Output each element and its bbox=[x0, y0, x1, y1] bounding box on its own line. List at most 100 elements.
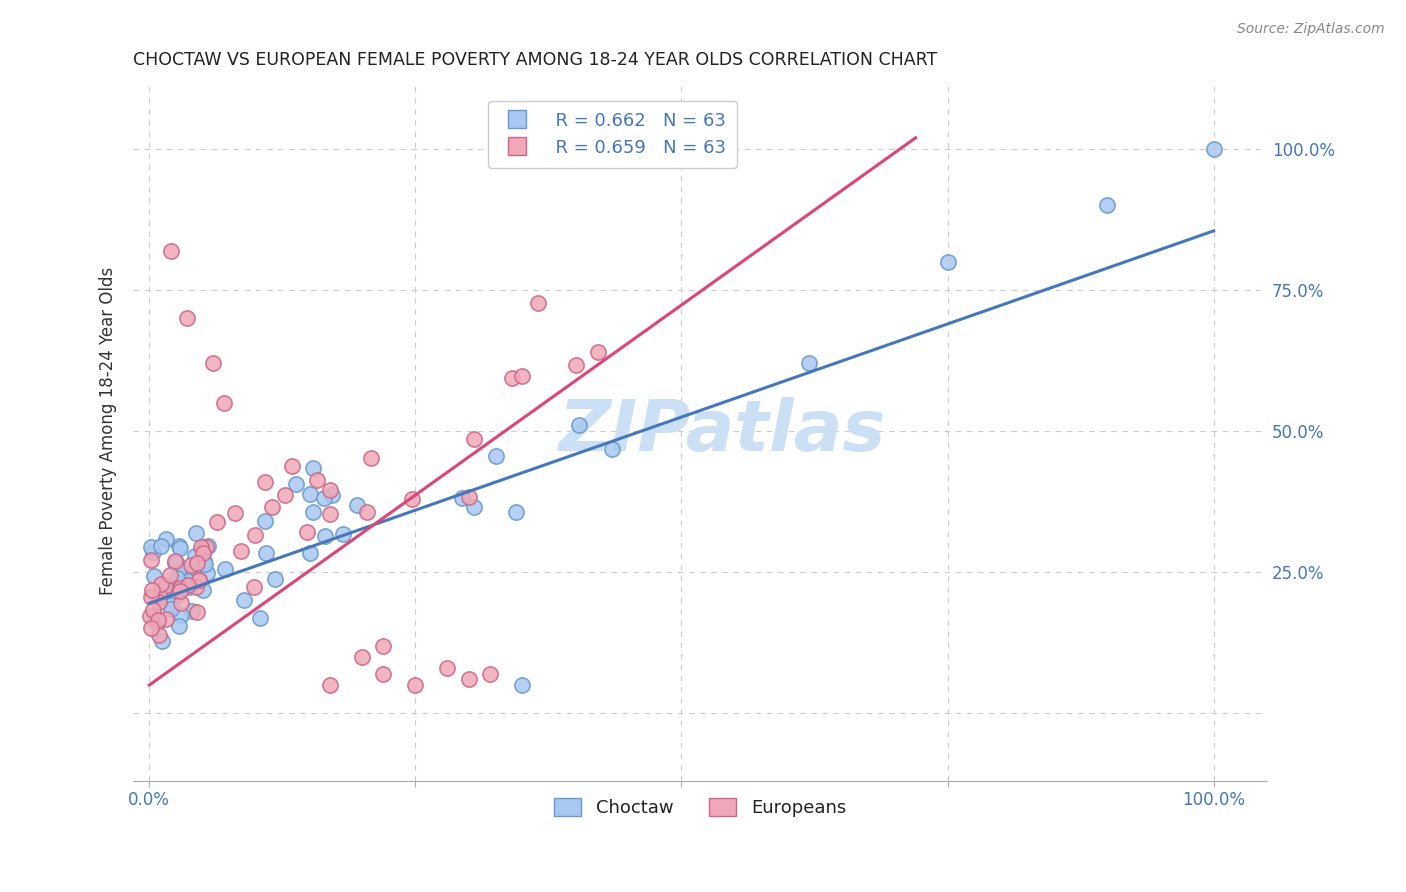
Point bbox=[184, 549, 207, 564]
Point bbox=[332, 527, 354, 541]
Y-axis label: Female Poverty Among 18-24 Year Olds: Female Poverty Among 18-24 Year Olds bbox=[100, 267, 117, 595]
Point bbox=[373, 639, 395, 653]
Point bbox=[501, 371, 523, 385]
Point bbox=[301, 505, 323, 519]
Point bbox=[307, 473, 329, 487]
Point bbox=[253, 475, 276, 490]
Point bbox=[193, 554, 215, 568]
Point bbox=[148, 588, 170, 602]
Text: CHOCTAW VS EUROPEAN FEMALE POVERTY AMONG 18-24 YEAR OLDS CORRELATION CHART: CHOCTAW VS EUROPEAN FEMALE POVERTY AMONG… bbox=[134, 51, 938, 69]
Point bbox=[141, 590, 163, 604]
Point bbox=[180, 605, 202, 619]
Point bbox=[284, 476, 307, 491]
Point bbox=[180, 558, 202, 572]
Point bbox=[149, 577, 172, 591]
Point bbox=[197, 539, 219, 553]
Text: Source: ZipAtlas.com: Source: ZipAtlas.com bbox=[1237, 22, 1385, 37]
Point bbox=[253, 514, 276, 528]
Point bbox=[526, 296, 548, 310]
Point bbox=[169, 581, 191, 595]
Point bbox=[321, 488, 343, 502]
Point bbox=[281, 458, 304, 473]
Point bbox=[568, 417, 591, 432]
Point bbox=[463, 433, 485, 447]
Point bbox=[356, 505, 378, 519]
Point bbox=[463, 500, 485, 514]
Point bbox=[155, 612, 177, 626]
Point bbox=[263, 572, 285, 586]
Point bbox=[214, 561, 236, 575]
Point bbox=[404, 678, 426, 692]
Point bbox=[318, 483, 340, 497]
Point bbox=[163, 556, 186, 570]
Point bbox=[188, 574, 211, 588]
Point bbox=[142, 603, 165, 617]
Point bbox=[148, 595, 170, 609]
Point bbox=[401, 491, 423, 506]
Text: ZIPatlas: ZIPatlas bbox=[560, 397, 886, 466]
Point bbox=[177, 578, 200, 592]
Point bbox=[166, 588, 188, 602]
Point bbox=[152, 584, 174, 599]
Point bbox=[302, 461, 325, 475]
Point bbox=[184, 580, 207, 594]
Point bbox=[176, 311, 198, 326]
Point bbox=[146, 616, 169, 631]
Point bbox=[159, 567, 181, 582]
Point bbox=[170, 596, 193, 610]
Point bbox=[150, 539, 173, 553]
Point bbox=[457, 673, 479, 687]
Point bbox=[170, 566, 193, 580]
Point bbox=[169, 541, 191, 556]
Point bbox=[799, 356, 821, 370]
Point bbox=[177, 574, 200, 589]
Point bbox=[242, 580, 264, 594]
Point bbox=[478, 666, 501, 681]
Point bbox=[505, 505, 527, 519]
Point bbox=[167, 540, 190, 554]
Point bbox=[510, 369, 533, 384]
Point bbox=[160, 584, 183, 599]
Point bbox=[346, 498, 368, 512]
Point bbox=[142, 608, 165, 623]
Point bbox=[436, 661, 458, 675]
Point bbox=[142, 569, 165, 583]
Point bbox=[155, 579, 177, 593]
Point bbox=[191, 546, 214, 560]
Point bbox=[173, 564, 195, 578]
Point bbox=[224, 506, 246, 520]
Point bbox=[249, 611, 271, 625]
Point bbox=[195, 566, 218, 580]
Point bbox=[167, 575, 190, 590]
Point bbox=[233, 592, 256, 607]
Point bbox=[274, 488, 297, 502]
Point bbox=[295, 524, 318, 539]
Point bbox=[150, 634, 173, 648]
Point bbox=[510, 678, 533, 692]
Point bbox=[588, 345, 610, 359]
Point bbox=[141, 552, 163, 566]
Point bbox=[177, 580, 200, 594]
Point bbox=[166, 571, 188, 585]
Point bbox=[212, 396, 235, 410]
Point bbox=[170, 607, 193, 622]
Point bbox=[186, 525, 208, 540]
Point bbox=[299, 546, 322, 560]
Point bbox=[319, 678, 342, 692]
Point bbox=[260, 500, 283, 514]
Point bbox=[229, 543, 252, 558]
Point bbox=[186, 605, 208, 619]
Point bbox=[936, 255, 959, 269]
Point bbox=[319, 508, 342, 522]
Point bbox=[142, 545, 165, 559]
Point bbox=[314, 529, 336, 543]
Point bbox=[194, 557, 217, 571]
Point bbox=[450, 491, 472, 505]
Point bbox=[245, 527, 267, 541]
Point bbox=[564, 358, 586, 372]
Point bbox=[139, 609, 162, 624]
Point bbox=[165, 556, 187, 570]
Point bbox=[312, 491, 335, 505]
Point bbox=[457, 490, 479, 504]
Point bbox=[141, 583, 163, 598]
